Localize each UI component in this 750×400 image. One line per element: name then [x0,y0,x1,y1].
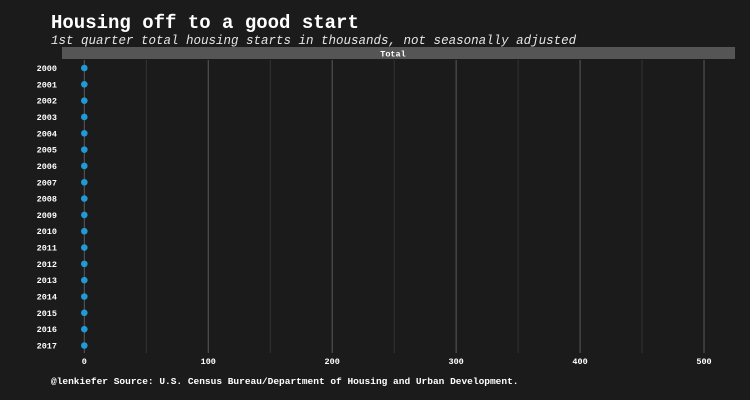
data-point [81,113,88,121]
y-tick-label: 2004 [37,129,57,139]
y-tick-label: 2011 [37,244,57,254]
x-tick-label: 300 [448,357,463,367]
chart-subtitle: 1st quarter total housing starts in thou… [51,34,577,48]
y-tick-label: 2003 [37,113,57,123]
data-point [81,146,88,153]
data-point [81,97,88,104]
x-tick-label: 400 [572,357,587,367]
data-point [81,129,88,137]
data-point [81,227,88,235]
x-tick-label: 100 [201,357,216,367]
y-tick-label: 2000 [37,64,57,74]
data-point [81,162,88,170]
facet-strip-label: Total [380,50,406,60]
facet-strip [62,47,735,59]
data-point [81,325,88,333]
y-tick-label: 2012 [37,260,57,270]
data-point [81,309,88,317]
data-point [81,260,88,268]
x-axis-labels: 0 100 200 300 400 500 [82,357,712,367]
x-tick-label: 500 [696,357,711,367]
x-tick-label: 200 [325,357,340,367]
y-tick-label: 2014 [37,293,57,303]
y-tick-label: 2008 [37,195,57,205]
data-point [81,211,88,219]
y-tick-label: 2010 [37,227,57,237]
data-point [81,195,88,202]
y-tick-label: 2015 [37,309,57,319]
grid-minor-lines [145,60,643,353]
data-point [81,342,88,349]
y-tick-label: 2017 [37,342,57,352]
y-tick-label: 2001 [37,80,57,90]
y-tick-label: 2002 [37,97,57,107]
y-tick-label: 2009 [37,211,57,221]
y-axis-labels: 2000 2001 2002 2003 2004 2005 2006 2007 2008 2009… [37,64,57,352]
grid-major-lines [83,60,705,353]
data-point [81,81,88,88]
y-tick-label: 2016 [37,325,57,335]
chart-title: Housing off to a good start [51,12,359,34]
source-caption: @lenkiefer Source: U.S. Census Bureau/De… [51,376,519,387]
y-tick-label: 2013 [37,276,57,286]
data-point [81,64,88,72]
x-tick-label: 0 [82,357,87,367]
panel-background [62,60,735,353]
y-tick-label: 2007 [37,178,57,188]
y-tick-label: 2006 [37,162,57,172]
data-point [81,244,88,251]
data-point [81,276,88,284]
y-tick-label: 2005 [37,146,57,156]
data-points [81,64,88,349]
data-point [81,293,88,300]
data-point [81,178,88,186]
